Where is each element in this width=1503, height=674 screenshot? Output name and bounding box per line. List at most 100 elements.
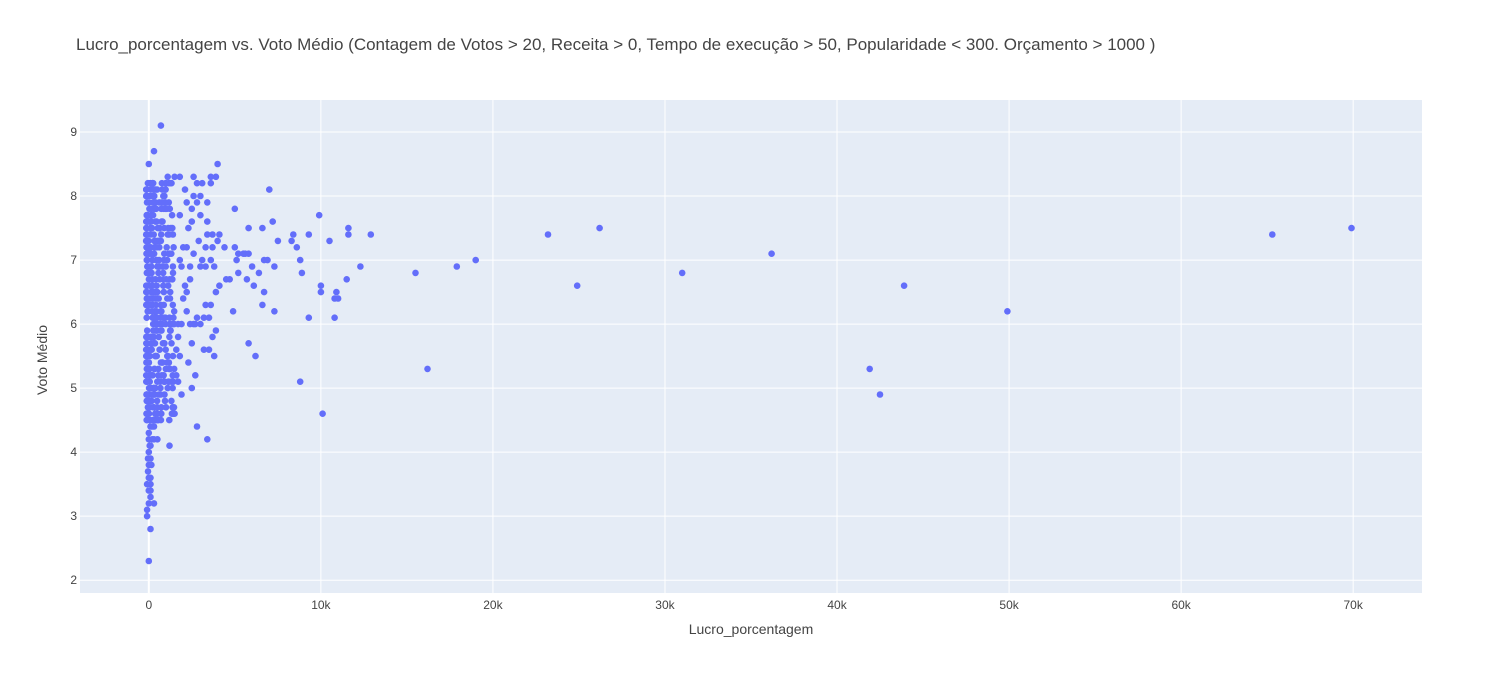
data-point (298, 269, 306, 277)
data-point (168, 276, 176, 283)
data-point (173, 346, 180, 354)
data-point (145, 500, 153, 507)
data-point (170, 308, 178, 315)
y-tick-label: 2 (70, 573, 77, 587)
data-point (144, 256, 151, 264)
data-point (317, 282, 325, 290)
data-point (155, 333, 163, 341)
data-point (357, 263, 364, 270)
data-point (146, 365, 153, 373)
data-point (158, 404, 165, 411)
data-point (146, 295, 153, 302)
data-point (143, 340, 150, 347)
data-point (209, 333, 216, 341)
data-point (185, 359, 192, 366)
data-point (296, 378, 304, 386)
data-point (214, 160, 221, 168)
data-point (305, 314, 313, 322)
data-point (204, 199, 211, 206)
data-point (151, 410, 159, 418)
data-point (193, 423, 201, 430)
data-point (147, 442, 154, 450)
data-point (147, 340, 155, 347)
data-point (169, 263, 177, 270)
data-point (160, 301, 168, 309)
data-point (158, 327, 165, 334)
data-point (147, 455, 154, 462)
data-point (197, 263, 204, 270)
data-point (345, 231, 352, 238)
data-point (147, 525, 154, 533)
data-point (145, 384, 153, 392)
data-point (157, 416, 165, 424)
data-point (146, 205, 153, 213)
data-point (424, 365, 431, 373)
x-tick-label: 50k (999, 598, 1019, 612)
data-point (157, 384, 164, 392)
data-point (210, 263, 218, 270)
data-point (197, 211, 204, 219)
data-point (248, 263, 256, 270)
data-point (202, 244, 209, 251)
data-point (174, 333, 182, 341)
data-point (144, 179, 152, 187)
data-point (167, 327, 174, 334)
data-point (149, 391, 157, 398)
data-point (166, 295, 174, 302)
data-point (202, 263, 209, 270)
data-point (183, 308, 190, 315)
data-point (161, 186, 169, 193)
data-point (204, 231, 211, 238)
data-point (190, 192, 197, 200)
y-tick-label: 7 (70, 253, 77, 267)
data-point (207, 301, 215, 309)
data-point (678, 269, 686, 277)
data-point (178, 391, 185, 398)
data-point (143, 346, 151, 354)
data-point (150, 423, 158, 430)
y-tick-labels: 2 3 4 5 6 7 8 9 (70, 125, 77, 587)
data-point (178, 263, 185, 270)
data-point (159, 269, 167, 277)
data-point (147, 474, 154, 482)
data-point (166, 333, 173, 341)
data-point (147, 493, 154, 501)
data-point (164, 384, 171, 392)
data-point (148, 256, 156, 264)
data-point (472, 256, 480, 264)
data-point (233, 256, 240, 264)
data-point (154, 436, 161, 443)
data-point (212, 173, 220, 181)
data-point (209, 244, 216, 251)
data-point (250, 282, 258, 290)
data-point (176, 173, 184, 181)
data-point (176, 256, 184, 264)
data-point (162, 276, 170, 283)
data-point (157, 359, 165, 366)
data-point (266, 186, 273, 193)
data-point (221, 244, 228, 251)
data-point (345, 224, 352, 232)
x-tick-label: 40k (827, 598, 847, 612)
data-point (143, 314, 150, 322)
data-point (296, 256, 304, 264)
data-point (143, 327, 151, 334)
data-point (288, 237, 295, 245)
data-point (156, 320, 164, 328)
data-point (145, 199, 153, 206)
data-point (596, 224, 603, 232)
data-point (209, 231, 216, 238)
data-point (255, 269, 263, 277)
data-point (190, 173, 197, 181)
data-point (160, 372, 167, 379)
data-point (147, 263, 155, 270)
data-point (150, 314, 158, 322)
data-point (153, 397, 161, 405)
data-point (156, 224, 164, 232)
data-point (161, 397, 169, 405)
data-point (188, 205, 196, 213)
data-point (290, 231, 297, 238)
data-point (200, 346, 208, 354)
data-point (162, 179, 169, 187)
x-tick-label: 10k (311, 598, 331, 612)
